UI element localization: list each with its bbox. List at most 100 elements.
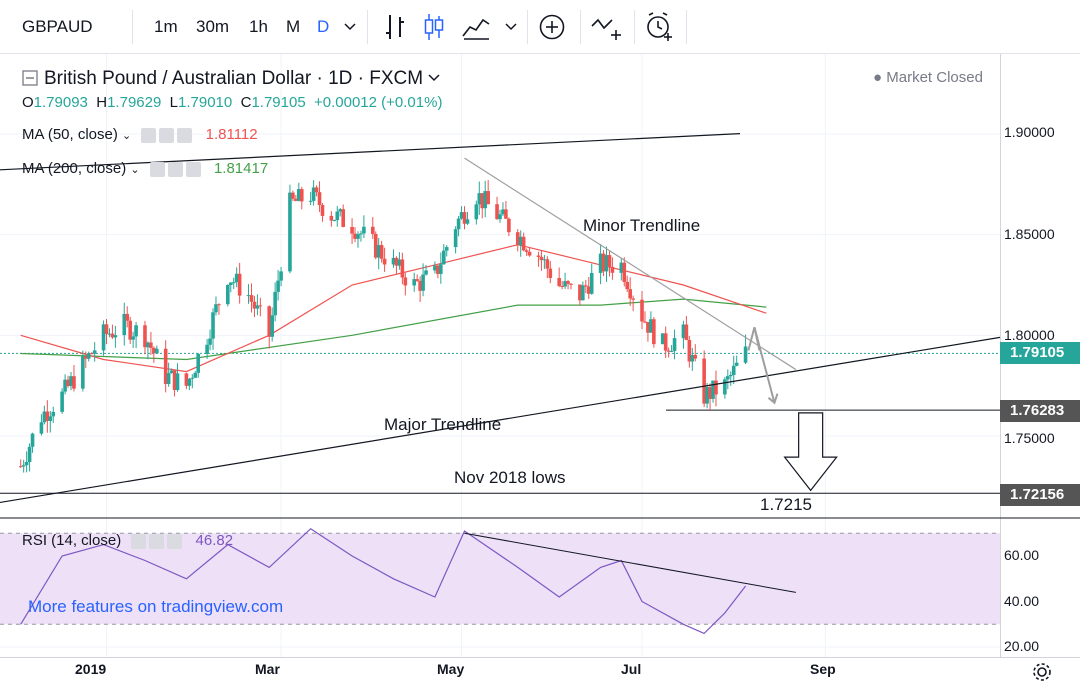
candle-body xyxy=(376,245,381,258)
time-label: May xyxy=(437,661,465,677)
compare-icon[interactable] xyxy=(590,14,626,42)
ma200-legend[interactable]: MA (200, close) ⌄ 1.81417 xyxy=(22,160,269,178)
alert-icon[interactable] xyxy=(644,11,674,41)
rsi-legend[interactable]: RSI (14, close) 46.82 xyxy=(22,532,233,550)
candle-body xyxy=(669,350,674,352)
candle-body xyxy=(441,250,446,265)
toolbar-divider xyxy=(527,10,528,44)
candle-body xyxy=(569,283,573,285)
candle-body xyxy=(89,353,94,355)
candle-chart-icon[interactable] xyxy=(423,12,445,42)
chevron-down-icon[interactable] xyxy=(428,73,440,83)
candle-body xyxy=(169,370,174,374)
candle-body xyxy=(149,342,153,348)
candle-body xyxy=(69,376,73,386)
candle-body xyxy=(92,350,97,354)
candle-body xyxy=(415,279,419,281)
candle-body xyxy=(702,358,706,404)
time-axis[interactable] xyxy=(0,657,1080,691)
ma50-line xyxy=(20,244,767,373)
market-status: ● Market Closed xyxy=(873,69,983,86)
candle-body xyxy=(545,259,550,269)
candle-body xyxy=(462,212,467,224)
timeframe-30m[interactable]: 30m xyxy=(196,17,230,36)
candle-body xyxy=(403,277,408,286)
candle-body xyxy=(258,305,263,307)
candle-body xyxy=(172,370,177,391)
candle-body xyxy=(560,285,564,287)
moving-averages xyxy=(20,244,767,373)
settings-gear-icon[interactable] xyxy=(1031,661,1053,683)
candle-body xyxy=(234,273,239,283)
indicator-controls[interactable] xyxy=(141,127,195,144)
candle-body xyxy=(125,313,130,321)
open-label: O xyxy=(22,94,34,111)
timeframe-1h[interactable]: 1h xyxy=(249,17,268,36)
level-tag: 1.76283 xyxy=(1000,400,1080,422)
ma50-legend[interactable]: MA (50, close) ⌄ 1.81112 xyxy=(22,126,258,144)
candle-body xyxy=(649,319,653,333)
timeframe-month[interactable]: M xyxy=(286,17,301,36)
candle-body xyxy=(672,338,677,351)
candle-body xyxy=(501,209,505,215)
candle-body xyxy=(666,350,671,352)
candle-body xyxy=(30,433,35,447)
area-chart-icon[interactable] xyxy=(461,12,491,42)
candle-body xyxy=(578,284,582,301)
toolbar-divider xyxy=(686,10,687,44)
chart-title: British Pound / Australian Dollar · 1D ·… xyxy=(44,68,424,89)
rsi-line xyxy=(20,527,747,635)
add-indicator-icon[interactable] xyxy=(538,13,566,41)
ma50-value: 1.81112 xyxy=(205,126,258,143)
candle-body xyxy=(598,253,603,273)
chevron-down-icon[interactable] xyxy=(505,22,517,32)
candle-body xyxy=(498,214,502,220)
candle-body xyxy=(131,336,135,340)
indicator-controls[interactable] xyxy=(149,161,204,178)
candle-body xyxy=(228,282,233,286)
candle-body xyxy=(42,411,47,423)
candle-body xyxy=(444,247,449,251)
ma200-label: MA (200, close) xyxy=(22,160,127,177)
candle-body xyxy=(107,333,112,335)
rsi-tick: 40.00 xyxy=(1004,593,1040,609)
rsi-tick: 60.00 xyxy=(1004,547,1040,563)
candle-body xyxy=(101,324,106,351)
rsi-band-lines xyxy=(0,532,1000,625)
ma50-label: MA (50, close) xyxy=(22,126,118,143)
collapse-icon[interactable] xyxy=(22,70,38,86)
time-label: Sep xyxy=(810,661,836,677)
candle-body xyxy=(317,192,322,206)
candle-body xyxy=(527,251,532,256)
timeframe-day[interactable]: D xyxy=(317,17,330,36)
eye-icon xyxy=(141,128,157,144)
candle-body xyxy=(690,354,695,362)
rsi-trendline xyxy=(464,532,796,593)
projection-arrowhead xyxy=(767,393,779,405)
candle-body xyxy=(382,258,387,265)
candle-body xyxy=(63,379,67,392)
candle-body xyxy=(622,262,627,282)
bar-chart-icon[interactable] xyxy=(384,12,406,42)
candle-body xyxy=(128,320,132,340)
candle-body xyxy=(51,411,56,417)
ma200-line xyxy=(20,298,767,361)
gear-icon xyxy=(167,162,183,178)
candle-body xyxy=(113,335,118,338)
candle-body xyxy=(524,250,529,252)
candle-body xyxy=(563,281,567,287)
candle-body xyxy=(477,193,482,205)
toolbar-divider xyxy=(367,10,368,44)
watermark[interactable]: More features on tradingview.com xyxy=(28,597,284,616)
symbol-search[interactable]: GBPAUD xyxy=(22,17,93,36)
candle-body xyxy=(607,255,612,267)
timeframe-1m[interactable]: 1m xyxy=(154,17,178,36)
candle-body xyxy=(187,378,192,386)
candle-body xyxy=(18,466,23,468)
indicator-controls[interactable] xyxy=(131,533,185,550)
price-tick: 1.90000 xyxy=(1004,124,1055,140)
close-icon xyxy=(167,534,183,550)
chevron-down-icon[interactable] xyxy=(344,22,356,32)
price-tick: 1.75000 xyxy=(1004,430,1055,446)
